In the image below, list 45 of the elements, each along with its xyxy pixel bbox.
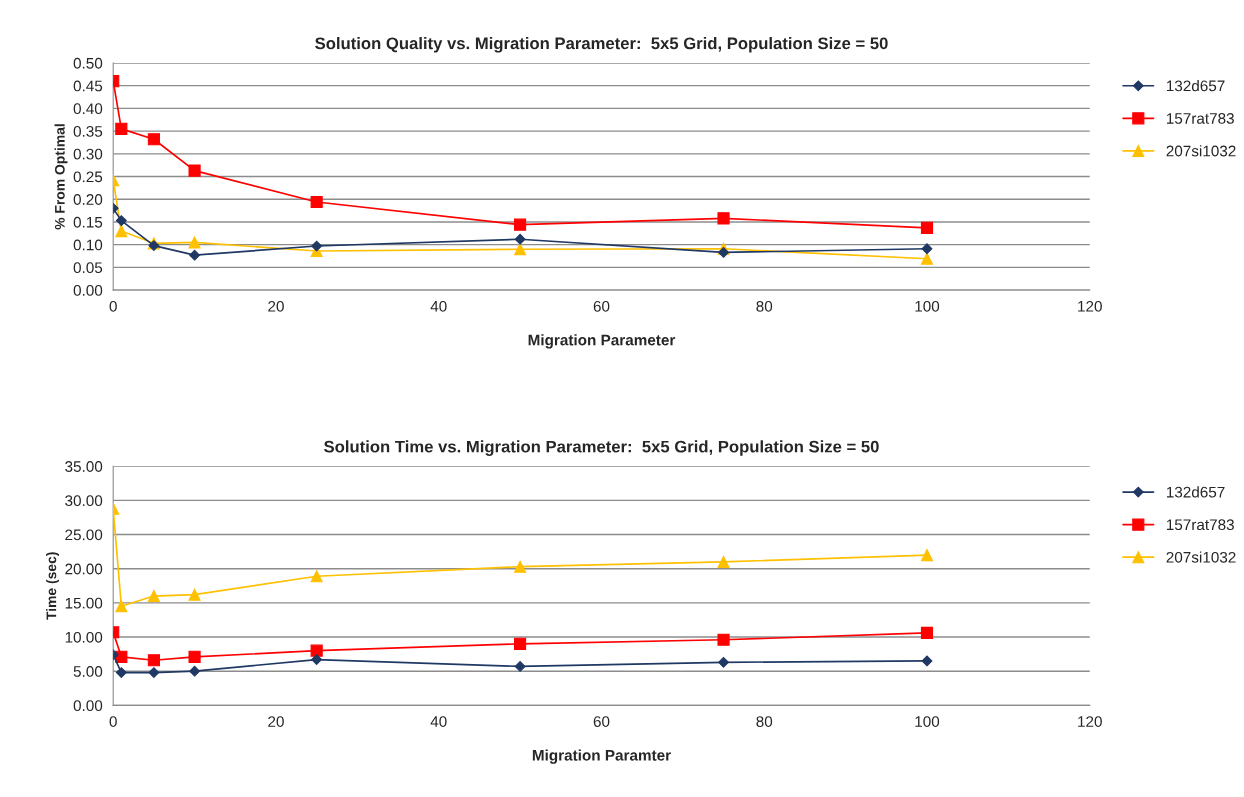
x-tick-label: 20 (268, 716, 284, 727)
x-tick-label: 0 (109, 300, 117, 312)
y-tick-label: 20.00 (65, 563, 103, 575)
legend-label: 157rat783 (1166, 519, 1234, 531)
chart-title: Solution Time vs. Migration Parameter: 5x5 Grid, Population Size = 50 (324, 440, 879, 456)
legend-label: 207si1032 (1166, 145, 1236, 157)
y-axis-title: % From Optimal (54, 124, 68, 230)
y-tick-label: 0.35 (73, 125, 103, 137)
y-tick-label: 15.00 (65, 597, 103, 609)
y-tick-label: 0.00 (73, 700, 103, 712)
y-tick-label: 0.50 (73, 57, 103, 69)
y-tick-label: 30.00 (65, 495, 103, 507)
legend-label: 132d657 (1166, 486, 1225, 498)
y-tick-label: 0.40 (73, 103, 103, 115)
x-axis-title: Migration Parameter (528, 334, 676, 349)
x-tick-label: 80 (756, 300, 773, 312)
x-tick-label: 20 (268, 300, 284, 312)
y-tick-label: 0.10 (73, 239, 103, 251)
y-tick-label: 0.05 (73, 262, 103, 274)
x-tick-label: 0 (109, 716, 117, 727)
x-tick-label: 40 (430, 716, 447, 727)
x-tick-label: 80 (756, 716, 773, 727)
y-tick-label: 0.15 (73, 216, 103, 228)
legend-label: 207si1032 (1166, 551, 1236, 563)
x-tick-label: 100 (915, 716, 940, 727)
x-tick-label: 40 (430, 300, 447, 312)
y-axis-title: Time (sec) (46, 552, 59, 620)
x-tick-label: 60 (593, 300, 610, 312)
y-tick-label: 0.20 (73, 194, 103, 205)
y-tick-label: 0.25 (73, 171, 103, 183)
chart-title: Solution Quality vs. Migration Parameter: 5x5 Grid, Population Size = 50 (315, 37, 888, 53)
y-tick-label: 0.30 (73, 148, 103, 160)
y-tick-label: 10.00 (65, 631, 103, 643)
x-tick-label: 120 (1078, 300, 1102, 312)
x-tick-label: 120 (1078, 716, 1102, 727)
legend-label: 132d657 (1166, 80, 1225, 92)
x-tick-label: 100 (915, 300, 940, 312)
legend-label: 157rat783 (1166, 113, 1234, 124)
y-tick-label: 25.00 (65, 529, 103, 541)
x-axis-title: Migration Paramter (532, 749, 671, 764)
y-tick-label: 5.00 (73, 666, 103, 677)
y-tick-label: 35.00 (65, 461, 103, 472)
y-tick-label: 0.45 (73, 80, 103, 92)
y-tick-label: 0.00 (73, 284, 103, 296)
x-tick-label: 60 (593, 716, 610, 727)
